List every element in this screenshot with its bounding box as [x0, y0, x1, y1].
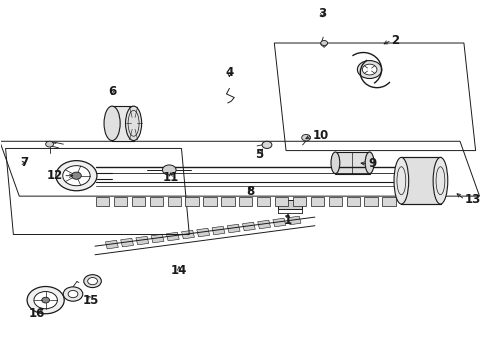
Text: 10: 10 [313, 129, 329, 142]
Polygon shape [167, 232, 179, 241]
Polygon shape [182, 230, 195, 239]
Bar [203, 197, 217, 206]
Ellipse shape [365, 152, 374, 174]
Circle shape [34, 292, 57, 309]
Text: 3: 3 [318, 7, 326, 20]
Ellipse shape [331, 152, 340, 174]
Polygon shape [197, 228, 210, 237]
Bar [114, 197, 127, 206]
Bar [365, 197, 378, 206]
Circle shape [357, 60, 382, 78]
Text: 6: 6 [108, 85, 116, 98]
Bar [257, 197, 270, 206]
Bar [382, 197, 395, 206]
Bar [112, 106, 134, 140]
Circle shape [63, 166, 90, 186]
Circle shape [42, 297, 49, 303]
Polygon shape [227, 224, 240, 233]
Text: 9: 9 [368, 157, 376, 170]
Text: 1: 1 [284, 214, 292, 227]
Circle shape [72, 172, 81, 179]
Bar [278, 200, 302, 209]
Bar [221, 197, 235, 206]
Text: 2: 2 [392, 33, 400, 47]
Text: 7: 7 [20, 156, 28, 169]
Bar [401, 157, 441, 204]
Bar [311, 197, 324, 206]
Polygon shape [121, 238, 134, 247]
Polygon shape [151, 234, 164, 243]
Text: 13: 13 [465, 193, 481, 206]
Circle shape [84, 275, 101, 288]
Polygon shape [273, 218, 286, 227]
Text: 4: 4 [225, 66, 234, 79]
Polygon shape [212, 226, 225, 235]
Bar [346, 197, 360, 206]
Circle shape [262, 141, 272, 148]
Circle shape [63, 287, 83, 301]
Circle shape [46, 141, 53, 147]
Circle shape [68, 291, 78, 298]
Polygon shape [136, 236, 149, 245]
Text: 8: 8 [246, 185, 254, 198]
Ellipse shape [433, 157, 448, 204]
Bar [329, 197, 342, 206]
Bar [96, 197, 109, 206]
Polygon shape [288, 216, 301, 225]
Circle shape [362, 64, 377, 75]
Polygon shape [105, 240, 118, 249]
Circle shape [302, 134, 311, 141]
Text: 14: 14 [171, 264, 187, 277]
Ellipse shape [394, 157, 409, 204]
Circle shape [321, 41, 328, 45]
Bar [239, 197, 252, 206]
Circle shape [88, 278, 98, 285]
Text: 5: 5 [255, 148, 264, 161]
Text: 11: 11 [163, 171, 179, 184]
Bar [132, 197, 145, 206]
Text: 16: 16 [29, 307, 46, 320]
Bar [149, 197, 163, 206]
Bar [168, 197, 181, 206]
Bar [186, 197, 199, 206]
Polygon shape [258, 220, 270, 229]
Bar [335, 152, 369, 174]
Ellipse shape [104, 106, 120, 140]
Bar [275, 197, 288, 206]
Text: 12: 12 [47, 169, 63, 182]
Circle shape [56, 161, 97, 191]
Bar [293, 197, 306, 206]
Ellipse shape [125, 106, 142, 140]
Circle shape [27, 287, 64, 314]
Polygon shape [243, 222, 255, 231]
Circle shape [162, 165, 176, 175]
Text: 15: 15 [83, 294, 99, 307]
